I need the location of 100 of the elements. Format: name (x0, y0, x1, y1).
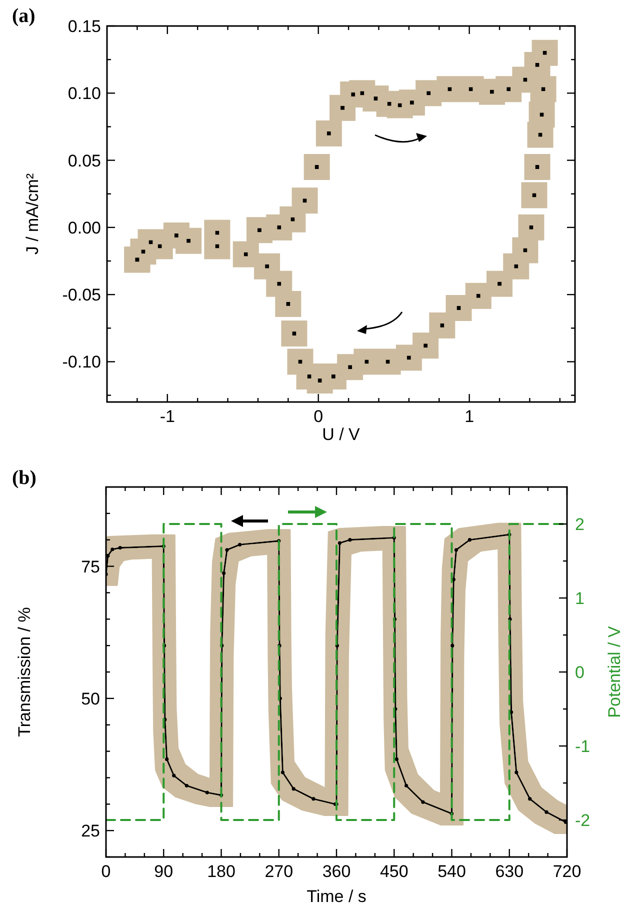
point (538, 132, 542, 137)
point (174, 233, 178, 238)
x-tick-label: -1 (160, 407, 175, 426)
point (498, 282, 502, 286)
point (348, 365, 352, 370)
point (514, 264, 518, 268)
point (476, 294, 480, 298)
point (277, 225, 282, 230)
y-tick-label: -0.10 (62, 352, 101, 372)
point (331, 374, 336, 378)
point (290, 217, 295, 222)
y2-tick-label: 0 (575, 663, 584, 682)
point (302, 198, 307, 203)
y-axis-title: J / mA/cm² (23, 173, 42, 255)
point (205, 790, 209, 794)
point (314, 165, 319, 169)
y-tick-label: 25 (81, 822, 100, 841)
y-tick-label: 0.15 (68, 17, 101, 36)
x-tick-label: 270 (264, 862, 294, 881)
point (440, 323, 444, 328)
point (410, 100, 414, 105)
point (398, 103, 402, 108)
y-tick-label: 0.10 (68, 84, 101, 104)
point (528, 797, 532, 801)
point (386, 360, 390, 364)
y2-tick-label: 1 (575, 589, 584, 608)
point (406, 356, 411, 360)
point (532, 193, 536, 198)
x-tick-label: 360 (322, 862, 351, 881)
point (141, 250, 146, 254)
point (184, 784, 188, 788)
point (222, 571, 226, 575)
point (292, 332, 296, 336)
point (338, 541, 342, 545)
point (424, 344, 428, 348)
point (421, 800, 425, 804)
y2-tick-label: -2 (575, 811, 590, 830)
point (506, 87, 511, 92)
point (238, 542, 242, 546)
point (535, 62, 540, 67)
point (280, 770, 285, 774)
point (340, 106, 345, 110)
y2-tick-label: 2 (575, 515, 584, 534)
point (542, 50, 547, 55)
x-tick-label: 180 (207, 862, 236, 881)
y-tick-label: 75 (81, 557, 100, 576)
point (364, 360, 369, 364)
point (454, 548, 458, 552)
chart-title: (a) (12, 5, 36, 27)
point (351, 92, 356, 96)
point (244, 252, 248, 256)
point (172, 774, 176, 778)
point (468, 87, 473, 92)
point (426, 91, 431, 96)
point (158, 244, 162, 248)
x-tick-label: 630 (495, 862, 524, 881)
point (394, 757, 398, 762)
point (348, 538, 352, 542)
point (186, 238, 191, 243)
point (450, 644, 454, 648)
x-tick-label: 540 (438, 862, 466, 881)
point (265, 264, 270, 268)
y-tick-label: 50 (81, 689, 100, 708)
point (490, 90, 494, 94)
point (318, 378, 322, 383)
point (523, 248, 528, 252)
point (312, 797, 316, 801)
point (286, 302, 290, 306)
point (529, 225, 534, 230)
y-axis-title: Transmission / % (15, 607, 34, 737)
point (257, 228, 262, 232)
point (468, 538, 472, 542)
point (535, 165, 540, 169)
point (225, 548, 229, 552)
point (456, 306, 461, 310)
chart-title: (b) (12, 467, 36, 489)
point (360, 91, 364, 96)
point (277, 282, 282, 286)
point (523, 78, 528, 82)
point (374, 96, 378, 101)
point (326, 131, 331, 136)
point (110, 548, 114, 552)
point (148, 240, 153, 244)
point (298, 360, 302, 364)
point (448, 87, 452, 92)
point (307, 374, 312, 378)
y-tick-label: 0.00 (68, 218, 101, 238)
point (292, 787, 296, 791)
point (540, 112, 544, 117)
x-tick-label: 0 (101, 862, 111, 881)
y-tick-label: -0.05 (62, 286, 101, 305)
point (404, 784, 408, 788)
y2-axis-title: Potential / V (605, 626, 624, 718)
x-axis-title: Time / s (306, 887, 366, 906)
point (118, 546, 122, 550)
y2-tick-label: -1 (575, 737, 590, 756)
y-tick-label: 0.05 (68, 151, 101, 170)
point (564, 820, 567, 824)
point (165, 757, 169, 762)
x-tick-label: 0 (314, 407, 324, 426)
